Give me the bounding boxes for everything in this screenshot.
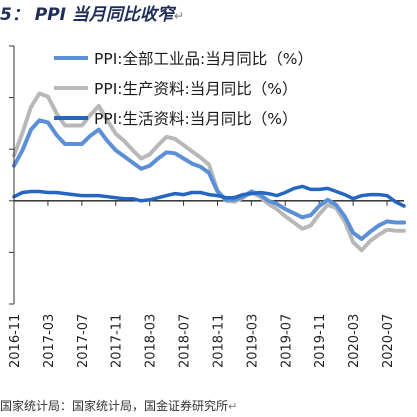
- x-tick-label: 2017-07: [76, 314, 91, 368]
- x-tick-label: 2020-03: [347, 314, 362, 368]
- figure-title: 5： PPI 当月同比收窄↵: [0, 5, 184, 25]
- x-axis-tick-labels: 2016-11 2017-03 2017-07 2017-11 2018-03 2018-…: [8, 314, 396, 368]
- x-tick-label: 2016-11: [8, 314, 23, 368]
- legend: PPI:全部工业品:当月同比（%） PPI:生产资料:当月同比（%） PPI:生活资…: [54, 50, 313, 128]
- x-axis-ticks: [13, 200, 388, 206]
- x-tick-label: 2018-11: [211, 314, 226, 368]
- plot-area: [9, 45, 406, 305]
- x-tick-label: 2020-07: [381, 314, 396, 368]
- legend-label-1: PPI:全部工业品:当月同比（%）: [94, 50, 313, 68]
- x-tick-label: 2017-11: [110, 314, 125, 368]
- x-tick-label: 2019-03: [245, 314, 260, 368]
- ppi-line-chart: 2016-11 2017-03 2017-07 2017-11 2018-03 2018-…: [8, 45, 406, 368]
- y-axis-ticks: [9, 45, 14, 305]
- legend-label-2: PPI:生产资料:当月同比（%）: [94, 80, 297, 98]
- series-line-1: [12, 118, 406, 241]
- x-tick-label: 2018-03: [144, 314, 159, 368]
- legend-label-3: PPI:生活资料:当月同比（%）: [94, 110, 297, 128]
- series-line-2: [12, 91, 406, 253]
- series-lines: [12, 91, 406, 253]
- series-line-3: [12, 184, 406, 208]
- x-tick-label: 2019-07: [279, 314, 294, 368]
- x-tick-label: 2018-07: [178, 314, 193, 368]
- source-note: 国家统计局：国家统计局，国金证券研究所↵: [0, 399, 238, 413]
- x-tick-label: 2019-11: [313, 314, 328, 368]
- x-tick-label: 2017-03: [42, 314, 57, 368]
